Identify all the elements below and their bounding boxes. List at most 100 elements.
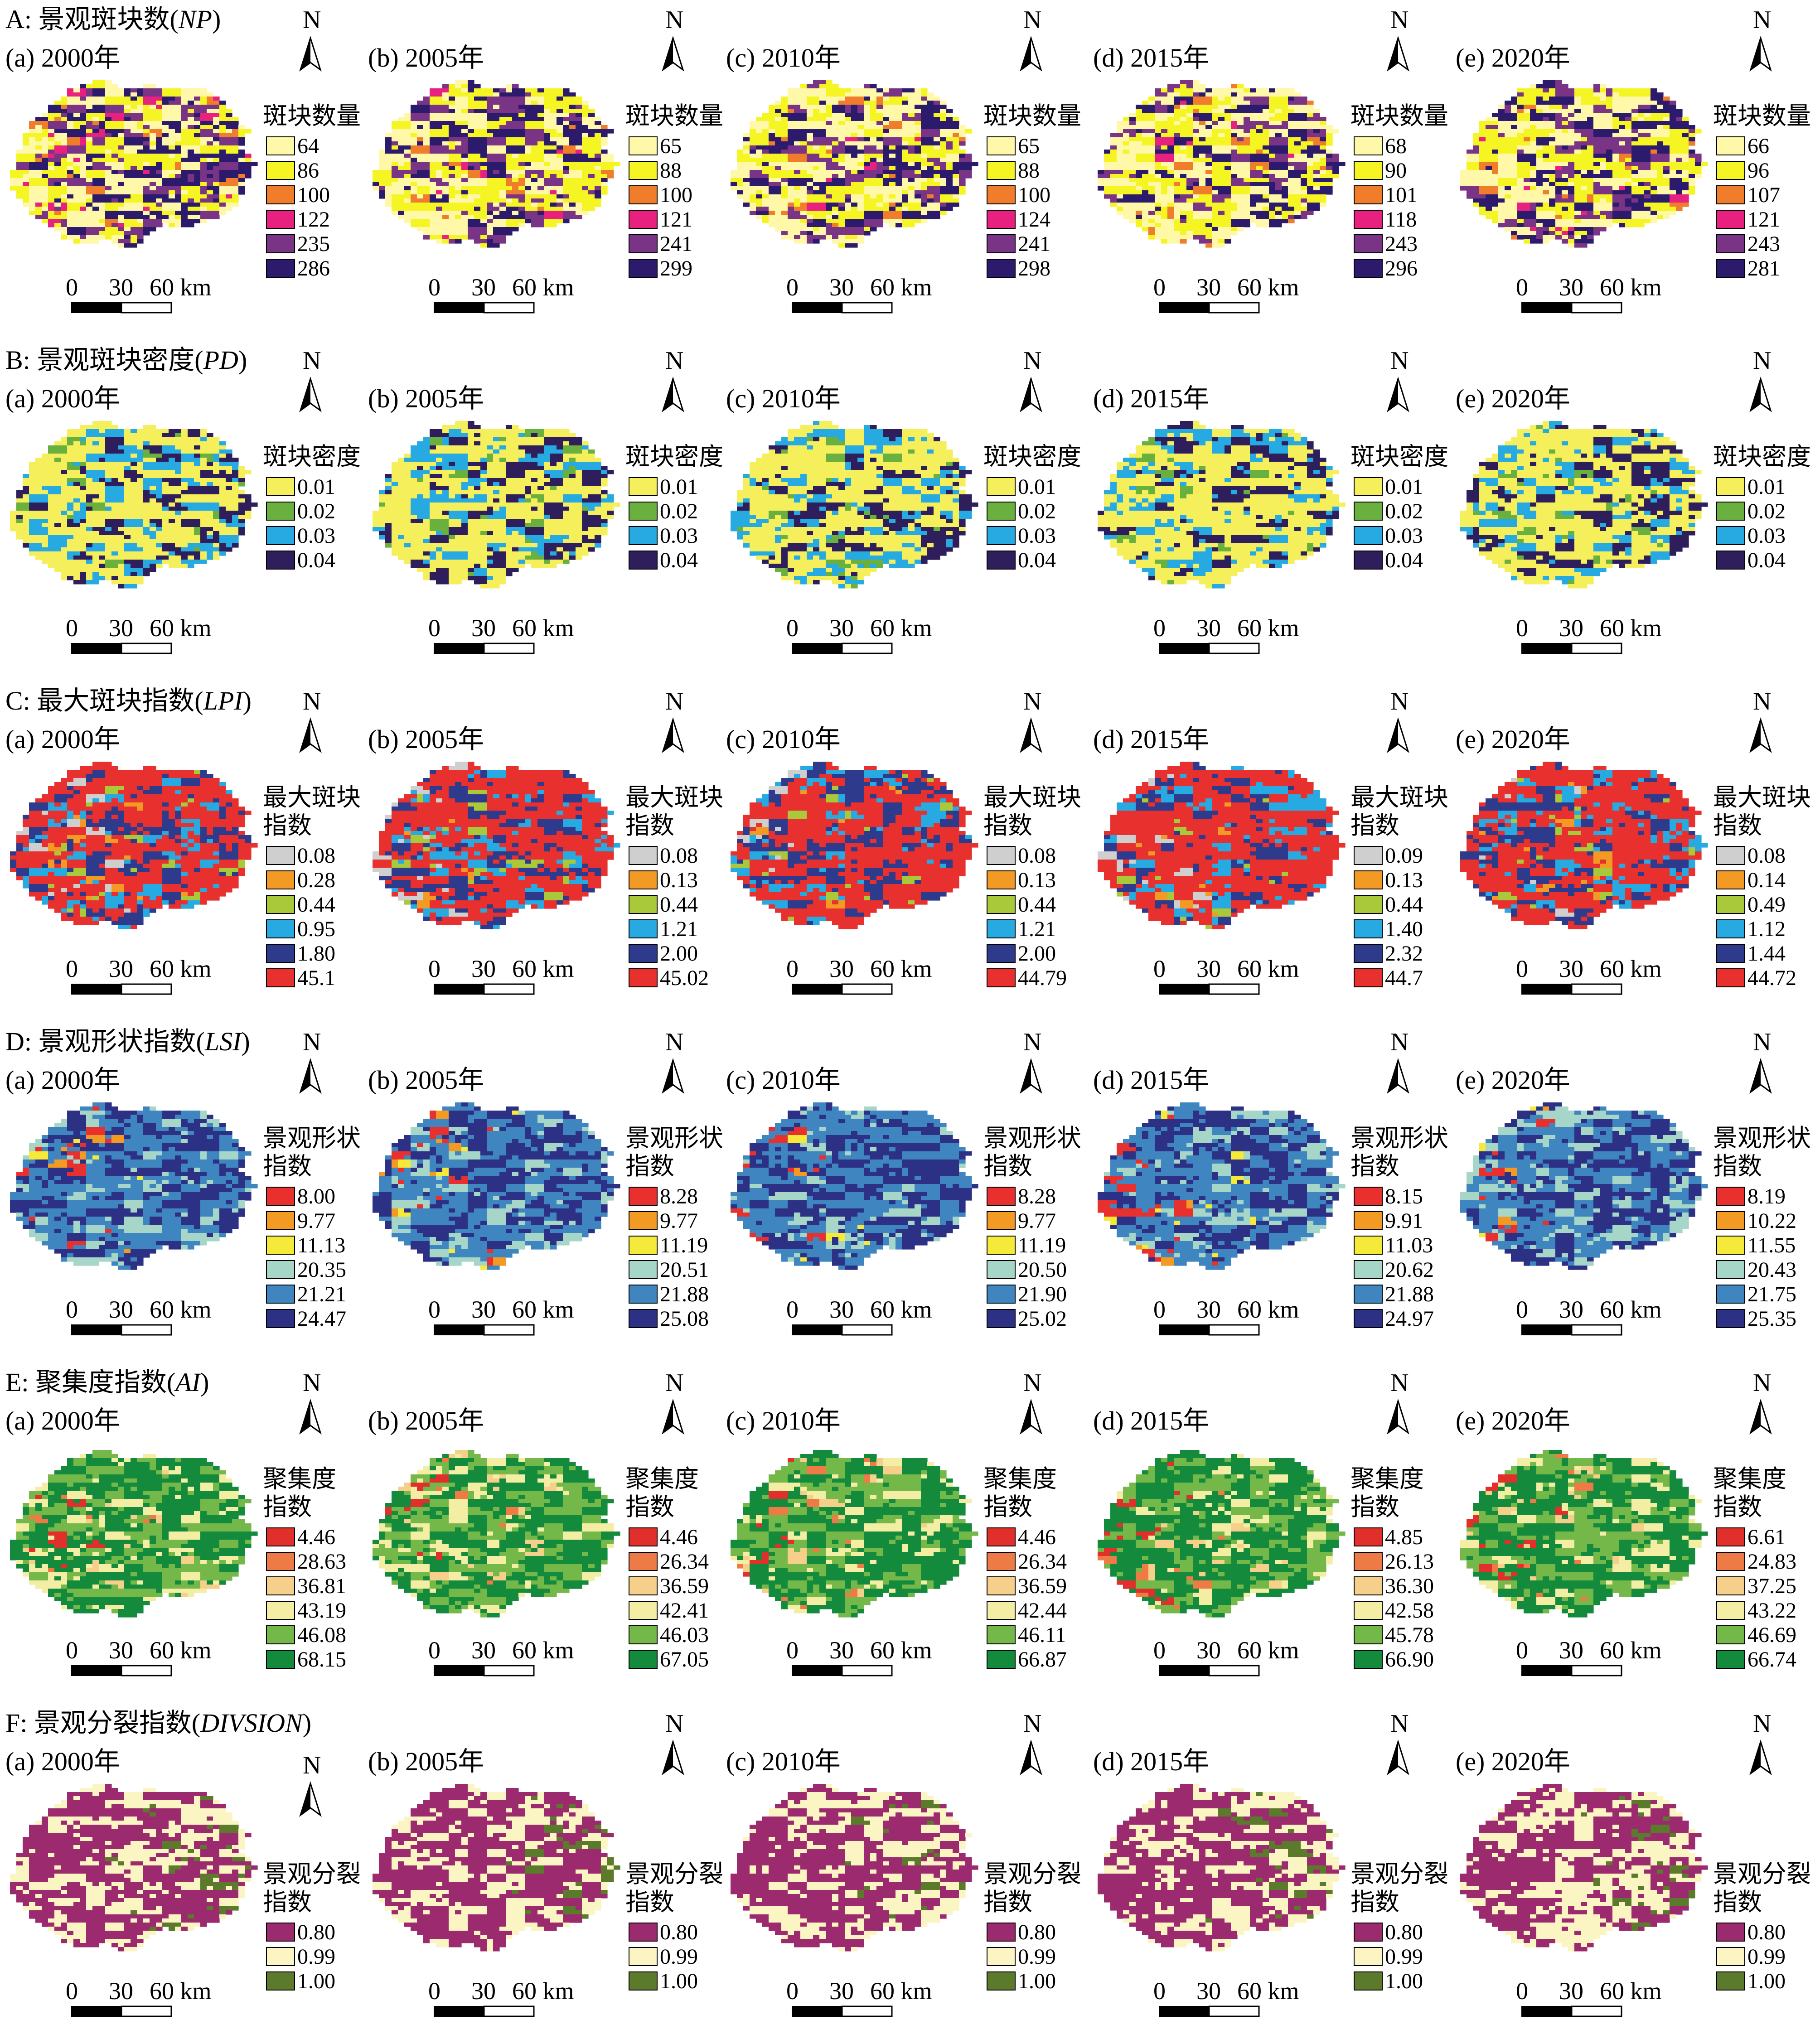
map-cell <box>169 215 175 219</box>
map-cell <box>245 166 252 170</box>
map-cell <box>411 141 417 146</box>
map-cell <box>430 109 436 113</box>
map-cell <box>582 129 589 134</box>
map-cell <box>124 166 131 170</box>
map-cell <box>181 223 188 227</box>
map-cell <box>499 170 506 174</box>
map-cell <box>392 129 398 134</box>
map-cell <box>544 105 551 109</box>
map-cell <box>131 145 137 150</box>
map-cell <box>219 137 226 142</box>
map-cell <box>449 137 455 142</box>
map-cell <box>557 117 563 121</box>
map-cell <box>442 113 449 117</box>
map-cell <box>385 166 392 170</box>
map-cell <box>430 158 436 162</box>
map-cell <box>131 137 137 142</box>
map-cell <box>474 145 481 150</box>
map-cell <box>80 194 87 199</box>
map-cell <box>137 141 144 146</box>
map-cell <box>576 113 582 117</box>
map-cell <box>232 162 239 166</box>
map-cell <box>238 150 245 154</box>
map-cell <box>194 170 201 174</box>
map-cell <box>544 125 551 130</box>
map-cell <box>105 207 112 211</box>
map-cell <box>111 125 118 130</box>
map-cell <box>449 162 455 166</box>
map-cell <box>531 166 538 170</box>
map-cell <box>80 84 87 89</box>
map-cell <box>111 101 118 105</box>
map-cell <box>29 154 36 158</box>
map-cell <box>86 141 93 146</box>
map-cell <box>42 215 48 219</box>
map-cell <box>207 150 213 154</box>
map-cell <box>430 182 436 187</box>
map-cell <box>131 113 137 117</box>
map-cell <box>506 150 513 154</box>
map-cell <box>588 178 595 183</box>
map-cell <box>461 137 468 142</box>
map-cell <box>111 194 118 199</box>
map-cell <box>537 141 544 146</box>
map-cell <box>188 141 194 146</box>
map-cell <box>398 145 405 150</box>
map-cell <box>537 174 544 179</box>
map-cell <box>213 129 220 134</box>
map-cell <box>544 162 551 166</box>
map-cell <box>557 166 563 170</box>
map-cell <box>238 186 245 191</box>
map-cell <box>143 186 150 191</box>
map-cell <box>73 203 80 207</box>
map-cell <box>200 129 207 134</box>
map-cell <box>188 219 194 223</box>
map-cell <box>48 215 55 219</box>
map-cell <box>512 125 519 130</box>
map-cell <box>550 154 557 158</box>
map-cell <box>61 194 68 199</box>
map-cell <box>150 133 156 138</box>
map-cell <box>480 121 487 126</box>
map-cell <box>48 125 55 130</box>
map-cell <box>67 150 74 154</box>
map-cell <box>92 150 99 154</box>
map-cell <box>150 113 156 117</box>
map-cell <box>373 174 379 179</box>
map-cell <box>595 117 601 121</box>
map-cell <box>162 141 169 146</box>
map-cell <box>118 223 125 227</box>
legend-title-line: 斑块数量 <box>263 102 361 130</box>
map-cell <box>595 158 601 162</box>
map-cell <box>430 121 436 126</box>
map-cell <box>143 174 150 179</box>
map-cell <box>73 231 80 236</box>
map-cell <box>423 182 430 187</box>
map-cell <box>544 141 551 146</box>
map-cell <box>518 97 525 101</box>
map-cell <box>111 145 118 150</box>
map-cell <box>436 141 443 146</box>
map-cell <box>86 137 93 142</box>
map-cell <box>455 174 462 179</box>
map-cell <box>42 113 48 117</box>
map-cell <box>550 121 557 126</box>
map-cell <box>92 145 99 150</box>
map-cell <box>194 182 201 187</box>
map-cell <box>61 227 68 232</box>
map-cell <box>404 174 411 179</box>
map-cell <box>417 166 424 170</box>
map-cell <box>137 158 144 162</box>
map-cell <box>181 101 188 105</box>
map-cell <box>80 170 87 174</box>
map-cell <box>588 113 595 117</box>
map-cell <box>188 125 194 130</box>
map-cell <box>557 150 563 154</box>
map-cell <box>245 170 252 174</box>
map-cell <box>175 186 182 191</box>
map-cell <box>175 207 182 211</box>
map-cell <box>80 235 87 240</box>
map-cell <box>430 88 436 93</box>
map-cell <box>169 178 175 183</box>
map-cell <box>480 105 487 109</box>
